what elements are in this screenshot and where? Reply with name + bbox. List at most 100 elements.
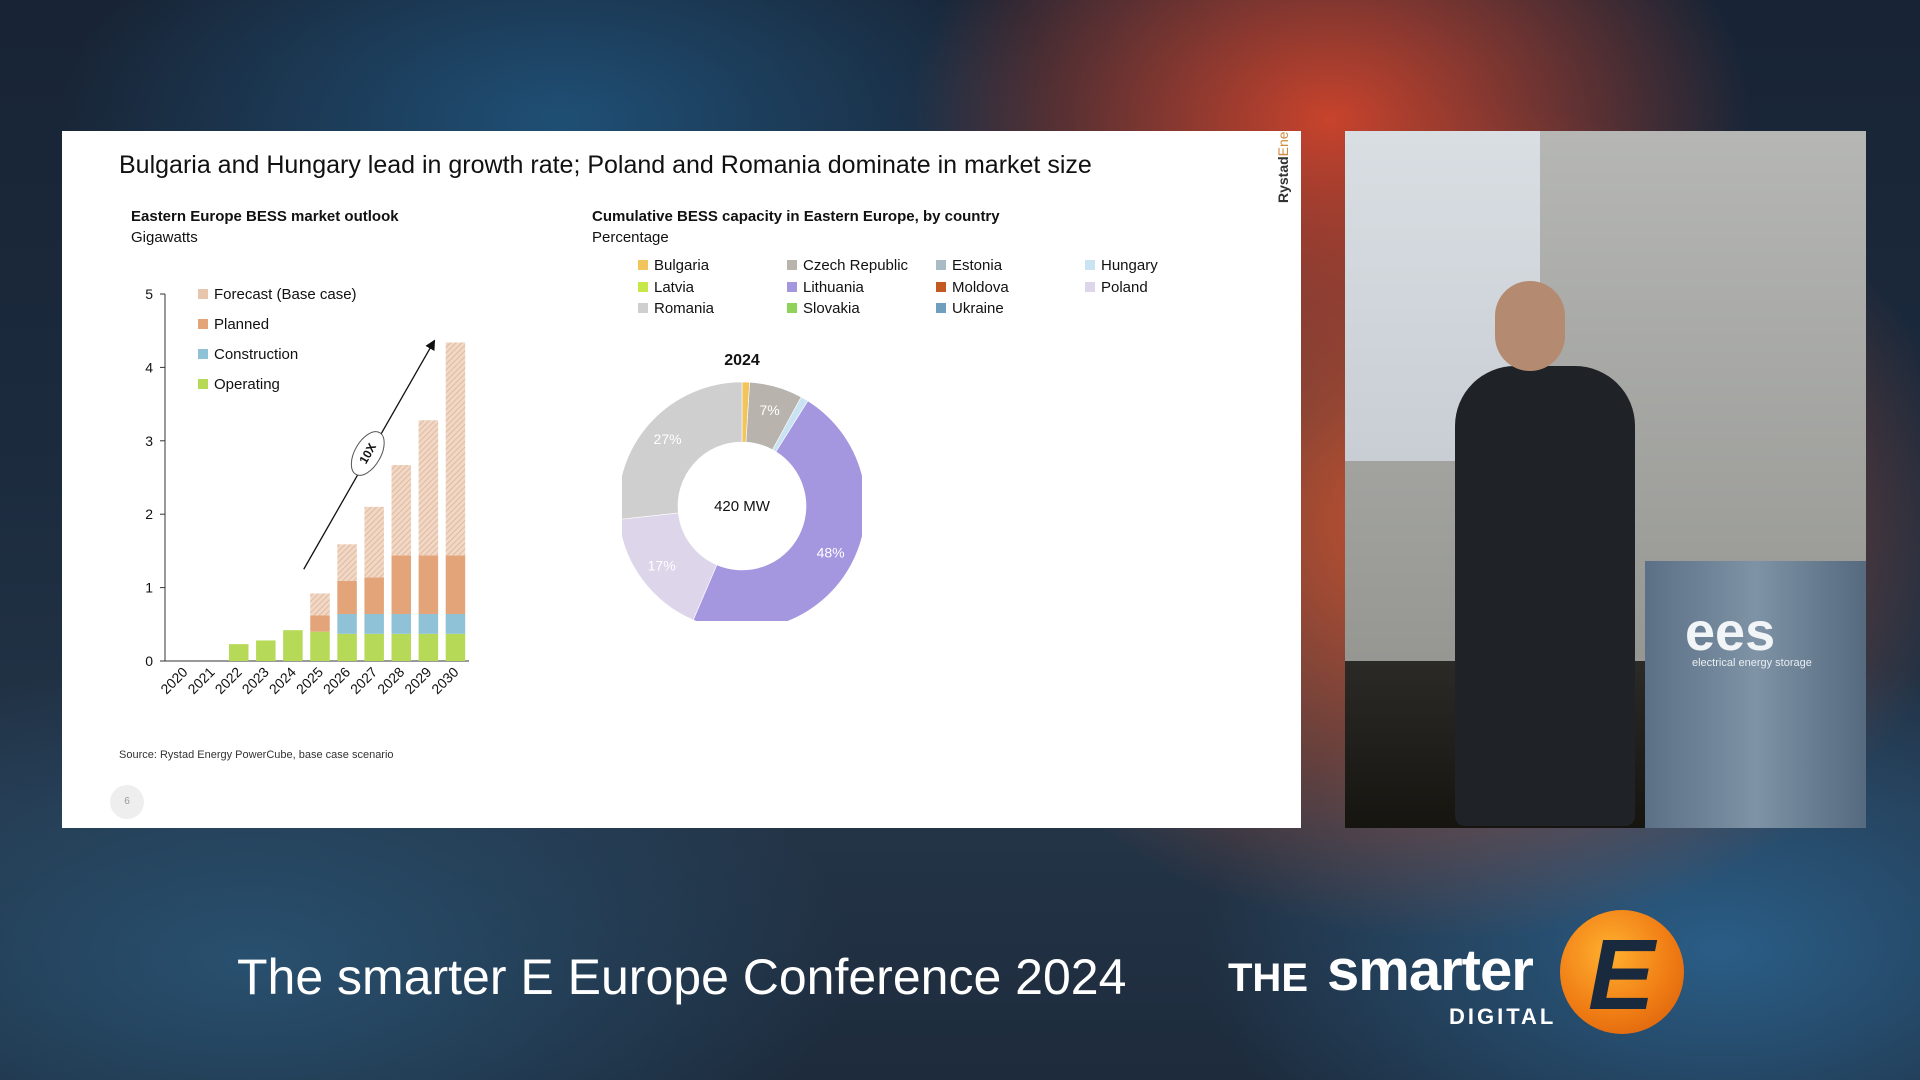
logo-e-letter: E (1588, 919, 1655, 1031)
legend-ukraine: Ukraine (936, 300, 1004, 317)
legend-operating: Operating (198, 376, 357, 393)
x-tick-label: 2026 (320, 664, 353, 697)
x-tick-label: 2025 (293, 664, 326, 697)
y-tick-label: 0 (145, 653, 153, 669)
legend-estonia: Estonia (936, 257, 1002, 274)
x-tick-label: 2028 (374, 664, 407, 697)
bar-segment-planned (364, 577, 384, 615)
bar-segment-operating (364, 633, 384, 661)
brand-name-part2: Energy (1275, 131, 1291, 157)
legend-construction: Construction (198, 346, 357, 363)
bar-segment-operating (337, 633, 357, 661)
slide-title: Bulgaria and Hungary lead in growth rate… (119, 151, 1092, 179)
brand-name-part1: Rystad (1275, 156, 1291, 203)
legend-swatch (638, 281, 648, 292)
donut-slice-label: 48% (817, 544, 845, 560)
legend-swatch (936, 303, 946, 313)
x-tick-label: 2020 (157, 664, 190, 697)
y-tick-label: 2 (145, 506, 153, 522)
bar-segment-operating (310, 631, 330, 661)
page-number: 6 (110, 785, 144, 819)
logo-smarter: smarter (1327, 938, 1534, 1003)
bar-segment-operating (228, 644, 249, 661)
speaker-body (1455, 366, 1635, 826)
legend-label: Slovakia (803, 300, 860, 317)
bar-segment-planned (391, 555, 412, 615)
legend-swatch (638, 260, 648, 270)
speaker-video: ees electrical energy storage (1345, 131, 1866, 828)
legend-swatch (936, 260, 946, 270)
donut-slice-romania (622, 381, 743, 520)
logo-e-circle-icon (1560, 910, 1684, 1034)
x-tick-label: 2023 (239, 664, 272, 697)
legend-czech-republic: Czech Republic (787, 257, 908, 274)
x-tick-label: 2021 (184, 664, 217, 697)
legend-swatch (936, 281, 946, 292)
bar-segment-operating (445, 633, 466, 661)
legend-label: Latvia (654, 278, 695, 296)
podium-tagline: electrical energy storage (1692, 657, 1812, 669)
bar-segment-forecast-base-case- (391, 465, 412, 556)
logo-digital: DIGITAL (1449, 1004, 1557, 1029)
bar-segment-construction (445, 614, 466, 634)
bar-segment-forecast-base-case- (418, 420, 439, 556)
x-tick-label: 2030 (428, 664, 461, 697)
bar-segment-forecast-base-case- (445, 342, 466, 556)
logo-the: THE (1228, 956, 1308, 1000)
donut-slice-label: 17% (648, 558, 676, 574)
speaker-head (1495, 281, 1565, 371)
legend-romania: Romania (638, 300, 714, 317)
legend-hungary: Hungary (1085, 257, 1158, 274)
bar-segment-planned (337, 580, 357, 615)
legend-poland: Poland (1085, 279, 1148, 296)
legend-label: Hungary (1101, 257, 1158, 274)
y-tick-label: 1 (145, 580, 153, 596)
legend-label: Ukraine (952, 300, 1004, 317)
donut-slice-lithuania (692, 400, 862, 621)
legend-swatch-construction (198, 349, 208, 359)
legend-label: Bulgaria (654, 257, 710, 274)
donut-center-label: 420 MW (714, 498, 771, 515)
podium (1645, 561, 1866, 828)
x-tick-label: 2024 (266, 664, 299, 697)
legend-swatch (787, 260, 797, 270)
legend-label: Poland (1101, 278, 1148, 296)
x-tick-label: 2022 (212, 664, 245, 697)
donut-slice-label: 7% (760, 402, 780, 418)
donut-year-label: 2024 (724, 352, 760, 369)
legend-label: Lithuania (803, 278, 864, 296)
podium-logo: ees (1685, 602, 1776, 662)
donut-chart-title: Cumulative BESS capacity in Eastern Euro… (592, 208, 1000, 225)
bar-segment-operating (256, 640, 276, 661)
bar-segment-forecast-base-case- (310, 593, 330, 616)
legend-label: Estonia (952, 257, 1003, 274)
bar-segment-construction (364, 614, 384, 634)
bar-segment-construction (391, 614, 412, 634)
bar-chart-unit: Gigawatts (131, 229, 198, 246)
legend-forecast: Forecast (Base case) (198, 286, 357, 303)
donut-chart-unit: Percentage (592, 229, 669, 246)
source-note: Source: Rystad Energy PowerCube, base ca… (119, 749, 394, 761)
bar-segment-forecast-base-case- (364, 506, 384, 578)
legend-label: Moldova (952, 278, 1009, 296)
bar-segment-construction (418, 614, 439, 634)
legend-swatch-planned (198, 319, 208, 329)
legend-bulgaria: Bulgaria (638, 257, 709, 274)
legend-swatch (787, 303, 797, 313)
legend-moldova: Moldova (936, 279, 1009, 296)
donut-chart: 2024 7% 48% 17% 27% 420 MW (622, 352, 862, 621)
bar-chart: 0123452020202120222023202420252026202720… (145, 286, 469, 697)
legend-swatch (1085, 281, 1095, 292)
legend-planned: Planned (198, 316, 357, 333)
bar-segment-planned (310, 615, 330, 632)
y-tick-label: 4 (145, 359, 153, 375)
bar-segment-operating (391, 633, 412, 661)
x-tick-label: 2029 (401, 664, 434, 697)
brand-logo: RystadEnergy (1275, 131, 1291, 203)
bar-segment-construction (337, 614, 357, 634)
donut-slice-label: 27% (654, 431, 682, 447)
bar-chart-title: Eastern Europe BESS market outlook (131, 208, 399, 225)
legend-swatch (787, 281, 797, 292)
y-tick-label: 5 (145, 286, 153, 302)
legend-swatch-forecast (198, 289, 208, 299)
